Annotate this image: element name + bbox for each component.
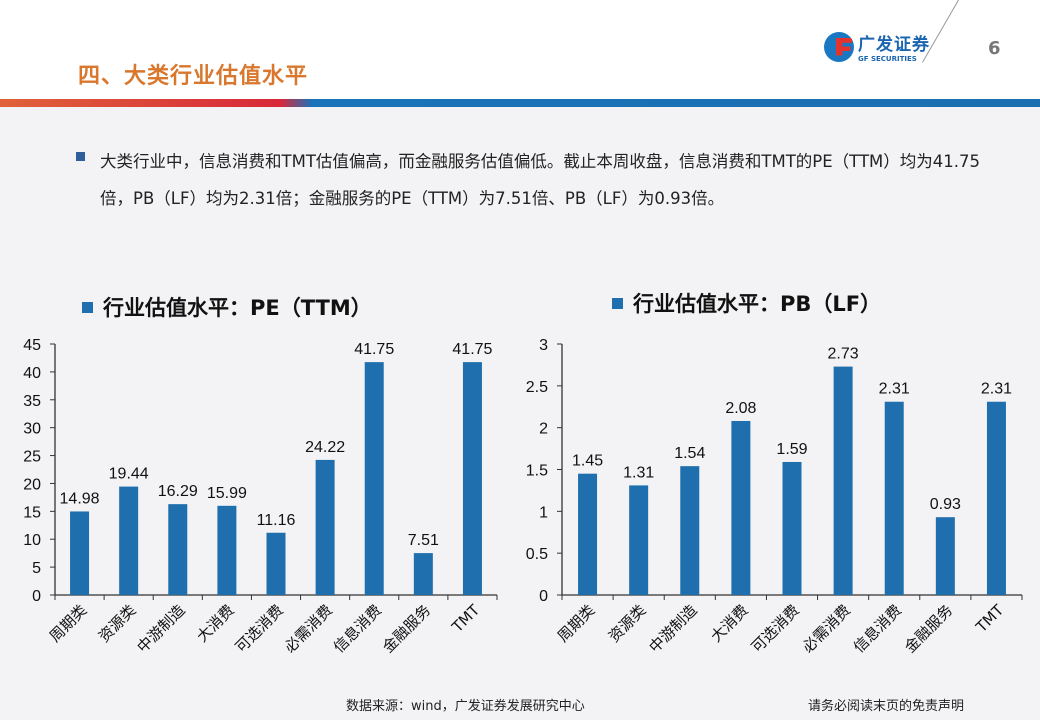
x-tick-label: 中游制造 [133, 601, 188, 656]
logo-mark-icon [824, 31, 854, 62]
data-source: 数据来源：wind，广发证券发展研究中心 [346, 699, 585, 714]
bar-必需消费 [833, 366, 853, 595]
x-tick-label: 必需消费 [799, 601, 854, 656]
y-tick-label: 40 [23, 365, 41, 382]
data-label: 1.31 [623, 464, 654, 481]
x-tick-label: 可选消费 [748, 601, 803, 656]
data-label: 24.22 [305, 439, 345, 456]
summary-text: 大类行业中，信息消费和TMT估值偏高，而金融服务估值偏低。截止本周收盘，信息消费… [100, 152, 981, 208]
x-tick-label: 资源类 [605, 601, 650, 646]
bar-金融服务 [413, 553, 433, 595]
y-tick-label: 0 [32, 588, 41, 605]
y-tick-label: 0.5 [526, 546, 548, 563]
x-tick-label: TMT [448, 601, 484, 637]
x-tick-label: 必需消费 [281, 601, 336, 656]
data-label: 41.75 [452, 341, 492, 358]
x-tick-label: 中游制造 [645, 601, 700, 656]
bar-中游制造 [168, 504, 188, 595]
bar-周期类 [578, 473, 598, 595]
data-label: 16.29 [158, 483, 198, 500]
legend-swatch [82, 301, 93, 313]
y-tick-label: 35 [23, 393, 41, 410]
y-tick-label: 25 [23, 449, 41, 466]
data-label: 15.99 [207, 485, 247, 502]
data-label: 11.16 [257, 512, 296, 529]
bar-信息消费 [364, 362, 384, 595]
bar-必需消费 [315, 459, 335, 595]
gf-securities-logo: 广发证券 GF SECURITIES [824, 30, 930, 63]
y-tick-label: 45 [23, 337, 41, 354]
legend-pb: 行业估值水平：PB（LF） [612, 288, 881, 318]
bar-TMT [462, 362, 482, 595]
y-tick-label: 3 [539, 337, 548, 354]
x-tick-label: 周期类 [46, 601, 91, 646]
y-tick-label: 2 [539, 421, 548, 438]
x-tick-label: 周期类 [554, 601, 599, 646]
legend-label: 行业估值水平：PB（LF） [633, 292, 882, 316]
data-label: 2.08 [725, 400, 756, 417]
x-tick-label: 大消费 [193, 601, 238, 646]
bullet-icon [76, 152, 85, 161]
bar-周期类 [70, 511, 90, 595]
data-label: 2.31 [879, 381, 910, 398]
y-tick-label: 20 [23, 476, 41, 493]
y-tick-label: 1 [539, 504, 548, 521]
logo-en: GF SECURITIES [858, 55, 917, 63]
header-gradient-bar [0, 99, 1040, 107]
disclaimer: 请务必阅读末页的免责声明 [808, 699, 965, 714]
page-title: 四、大类行业估值水平 [78, 63, 309, 89]
data-label: 0.93 [930, 496, 961, 513]
y-tick-label: 1.5 [526, 463, 548, 480]
header [0, 0, 1040, 100]
x-tick-label: 可选消费 [232, 601, 287, 656]
y-tick-label: 10 [23, 532, 41, 549]
page-number: 6 [988, 38, 1001, 59]
y-tick-label: 30 [23, 421, 41, 438]
data-label: 1.45 [572, 453, 603, 470]
x-tick-label: 资源类 [95, 601, 140, 646]
data-label: 41.75 [354, 341, 394, 358]
bar-TMT [986, 401, 1006, 595]
legend-pe: 行业估值水平：PE（TTM） [82, 292, 372, 322]
x-tick-label: 信息消费 [850, 601, 905, 656]
bar-中游制造 [680, 466, 700, 595]
y-tick-label: 5 [32, 560, 41, 577]
bar-可选消费 [782, 461, 802, 595]
bar-可选消费 [266, 532, 286, 595]
x-tick-label: 金融服务 [901, 601, 956, 656]
data-label: 7.51 [408, 532, 439, 549]
y-tick-label: 2.5 [526, 379, 548, 396]
logo-cn: 广发证券 [858, 35, 930, 55]
x-tick-label: 大消费 [707, 601, 752, 646]
data-label: 14.98 [60, 490, 100, 507]
x-tick-label: 信息消费 [330, 601, 385, 656]
bar-大消费 [731, 420, 751, 595]
bar-信息消费 [884, 401, 904, 595]
legend-swatch [612, 297, 623, 309]
bar-金融服务 [935, 517, 955, 595]
data-label: 2.31 [981, 381, 1012, 398]
y-tick-label: 0 [539, 588, 548, 605]
legend-label: 行业估值水平：PE（TTM） [103, 296, 372, 320]
x-tick-label: TMT [972, 601, 1008, 637]
data-label: 1.54 [674, 445, 705, 462]
data-label: 2.73 [828, 346, 859, 363]
bar-资源类 [629, 485, 649, 595]
x-tick-label: 金融服务 [379, 601, 434, 656]
y-tick-label: 15 [23, 504, 41, 521]
bar-资源类 [119, 486, 139, 595]
bar-大消费 [217, 505, 237, 595]
data-label: 19.44 [109, 466, 149, 483]
data-label: 1.59 [776, 441, 807, 458]
